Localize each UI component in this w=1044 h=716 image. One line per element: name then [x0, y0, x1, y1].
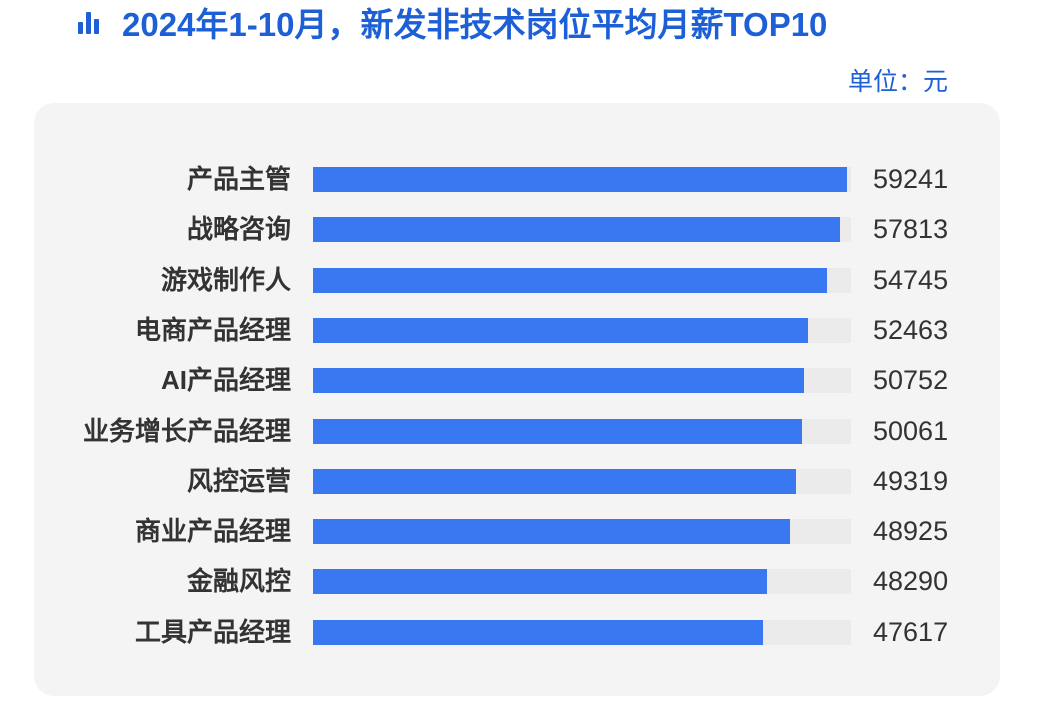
bar-value: 50752 [873, 365, 949, 396]
bar-row: 商业产品经理 48925 [34, 516, 1000, 546]
bar-fill [313, 519, 790, 545]
bar-track [313, 217, 851, 243]
bar-fill [313, 418, 803, 444]
chart-header: 2024年1-10月，新发非技术岗位平均月薪TOP10 [78, 0, 827, 44]
bar-value: 48925 [873, 516, 949, 547]
bar-label: 金融风控 [186, 566, 291, 597]
chart-panel: 产品主管 59241 战略咨询 57813 游戏制作人 54745 电商产品经理 52463 A… [34, 103, 1000, 696]
bar-track [313, 619, 851, 645]
bar-row: 战略咨询 57813 [34, 214, 1000, 244]
bar-value: 59241 [873, 164, 949, 194]
bar-fill [313, 167, 847, 192]
bar-row: 工具产品经理 47617 [34, 617, 1000, 647]
bar-fill [313, 468, 796, 494]
bar-label: 战略咨询 [186, 214, 291, 245]
bar-row: 游戏制作人 54745 [34, 265, 1000, 295]
bar-row: 业务增长产品经理 50061 [34, 416, 1000, 446]
chart-title: 2024年1-10月，新发非技术岗位平均月薪TOP10 [122, 6, 828, 43]
bar-fill [313, 267, 828, 293]
bar-label: 风控运营 [186, 465, 291, 496]
bar-label: 工具产品经理 [134, 616, 291, 647]
bar-track [313, 519, 851, 545]
bar-value: 54745 [873, 264, 949, 295]
bar-label: 产品主管 [186, 164, 291, 194]
bar-fill [313, 368, 805, 394]
bar-track [313, 317, 851, 343]
bar-value: 52463 [873, 314, 949, 345]
bar-label: 电商产品经理 [134, 314, 291, 345]
bar-track [313, 569, 851, 595]
bar-track [313, 468, 851, 494]
bar-label: 游戏制作人 [160, 264, 291, 295]
bar-fill [313, 569, 768, 595]
bar-label: 商业产品经理 [134, 516, 291, 547]
bar-track [313, 267, 851, 293]
bar-row: 金融风控 48290 [34, 566, 1000, 596]
bar-value: 50061 [873, 415, 949, 446]
bar-row: 风控运营 49319 [34, 466, 1000, 496]
bar-value: 49319 [873, 465, 949, 496]
bar-row: 电商产品经理 52463 [34, 315, 1000, 345]
bar-label: 业务增长产品经理 [82, 415, 291, 446]
bar-fill [313, 317, 808, 343]
bar-fill [313, 619, 764, 645]
bar-row: 产品主管 59241 [34, 164, 1000, 194]
bar-track [313, 368, 851, 394]
bar-row: AI产品经理 50752 [34, 365, 1000, 395]
bar-value: 48290 [873, 566, 949, 597]
bar-value: 47617 [873, 616, 949, 647]
bar-track [313, 167, 851, 192]
bar-label: AI产品经理 [160, 365, 291, 396]
unit-label: 单位：元 [847, 68, 948, 96]
bar-value: 57813 [873, 214, 949, 245]
bar-track [313, 418, 851, 444]
bar-fill [313, 217, 841, 243]
bar-chart-icon [78, 10, 102, 34]
